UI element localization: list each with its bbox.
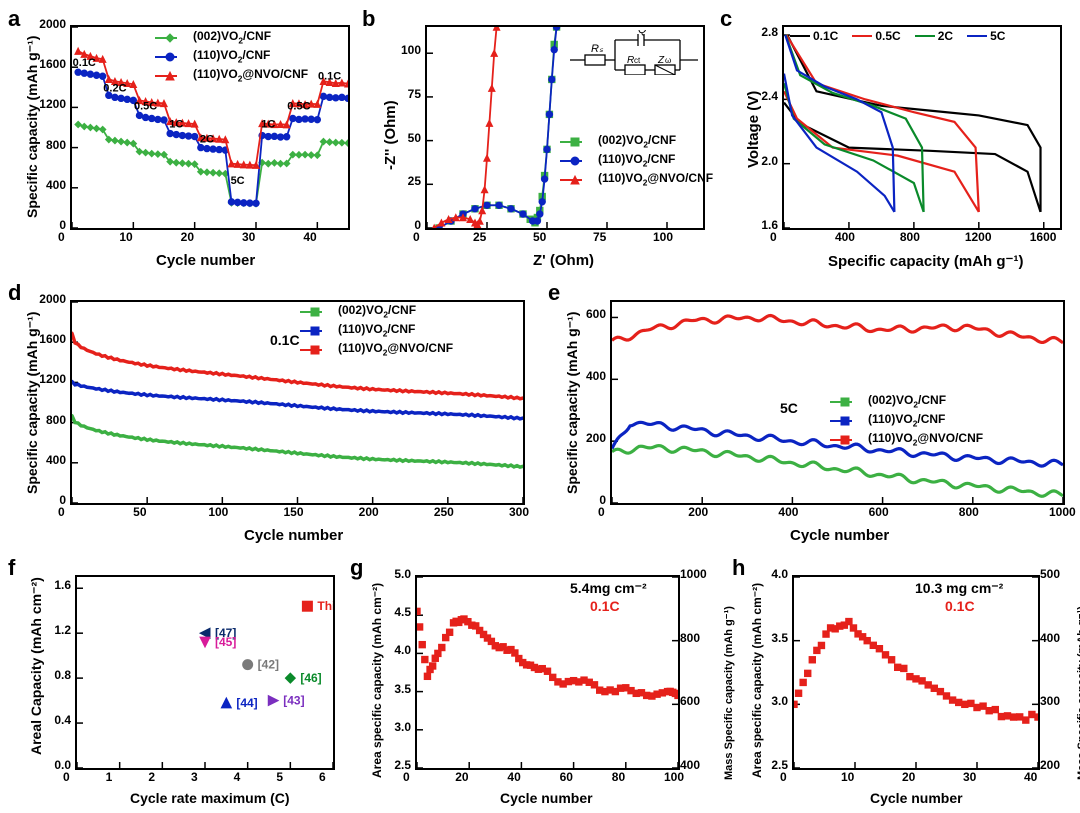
panel-d-note: 0.1C <box>270 332 300 348</box>
svg-text:Q: Q <box>638 30 647 36</box>
panel-a-legend: (002)VO2/CNF(110)VO2/CNF(110)VO2@NVO/CNF <box>155 28 308 85</box>
panel-e-ylabel: Specific capacity (mAh g⁻¹) <box>564 312 581 494</box>
panel-e-legend: (002)VO2/CNF(110)VO2/CNF(110)VO2@NVO/CNF <box>830 392 983 449</box>
panel-h-xlabel: Cycle number <box>870 790 963 806</box>
svg-text:1C: 1C <box>261 119 275 131</box>
panel-f-plot: This work[47][45][42][46][44][43] <box>77 577 333 768</box>
panel-e-note: 5C <box>780 400 798 416</box>
svg-text:0.1C: 0.1C <box>73 57 96 69</box>
svg-text:Rₛ: Rₛ <box>591 43 604 55</box>
panel-d-legend: (002)VO2/CNF(110)VO2/CNF(110)VO2@NVO/CNF <box>300 302 453 359</box>
panel-g-y2label: Mass Specific capacity (mAh g⁻¹) <box>722 606 735 780</box>
svg-text:0.2C: 0.2C <box>103 82 126 94</box>
panel-h-label: h <box>732 555 745 581</box>
panel-d-label: d <box>8 280 21 306</box>
panel-a-xlabel: Cycle number <box>156 252 255 269</box>
panel-b-legend: (002)VO2/CNF(110)VO2/CNF(110)VO2@NVO/CNF <box>560 132 713 189</box>
panel-c-plot <box>784 27 1060 228</box>
panel-g-xlabel: Cycle number <box>500 790 593 806</box>
panel-f-xlabel: Cycle rate maximum (C) <box>130 790 290 806</box>
panel-h-loading: 10.3 mg cm⁻² <box>915 580 1003 597</box>
circuit-icon: Rₛ Q Rct Zω <box>570 30 700 75</box>
panel-e-xlabel: Cycle number <box>790 527 889 544</box>
panel-g-rate: 0.1C <box>590 598 620 614</box>
panel-g-label: g <box>350 555 363 581</box>
panel-h-y2label: Mass Specific capacity (mAh g⁻¹) <box>1075 606 1080 780</box>
panel-g-plot <box>417 577 678 768</box>
svg-text:[44]: [44] <box>236 696 257 710</box>
svg-text:[43]: [43] <box>283 694 304 708</box>
panel-b-label: b <box>362 6 375 32</box>
panel-c-label: c <box>720 6 732 32</box>
panel-b-xlabel: Z' (Ohm) <box>533 252 594 269</box>
svg-text:Z: Z <box>657 55 665 66</box>
panel-h-plot <box>794 577 1038 768</box>
panel-c <box>782 25 1062 230</box>
panel-c-legend: 0.1C0.5C2C5C <box>790 28 1005 45</box>
svg-text:0.1C: 0.1C <box>318 70 341 82</box>
figure-root: a 0.1C 0.2C 0.5C 1C 2C 5C 1C 0.5C 0.1C Specific … <box>0 0 1080 813</box>
panel-h-rate: 0.1C <box>945 598 975 614</box>
panel-h-ylabel: Area specific capacity (mAh cm⁻²) <box>750 583 764 778</box>
svg-text:5C: 5C <box>231 175 245 187</box>
svg-text:2C: 2C <box>200 134 214 146</box>
svg-text:1C: 1C <box>169 119 183 131</box>
svg-text:This work: This work <box>317 599 333 613</box>
svg-text:ct: ct <box>634 56 641 65</box>
svg-text:ω: ω <box>665 56 671 65</box>
svg-text:[46]: [46] <box>300 671 321 685</box>
svg-text:[42]: [42] <box>258 658 279 672</box>
panel-f-label: f <box>8 555 15 581</box>
panel-d-xlabel: Cycle number <box>244 527 343 544</box>
panel-d <box>70 300 525 505</box>
panel-h <box>792 575 1040 770</box>
svg-text:0.5C: 0.5C <box>134 100 157 112</box>
panel-f-ylabel: Areal Capacity (mAh cm⁻²) <box>28 577 45 755</box>
panel-c-xlabel: Specific capacity (mAh g⁻¹) <box>828 252 1023 270</box>
svg-text:[45]: [45] <box>215 635 236 649</box>
panel-g <box>415 575 680 770</box>
panel-e-label: e <box>548 280 560 306</box>
panel-a-label: a <box>8 6 20 32</box>
panel-f: This work[47][45][42][46][44][43] <box>75 575 335 770</box>
svg-text:0.5C: 0.5C <box>287 100 310 112</box>
panel-g-loading: 5.4mg cm⁻² <box>570 580 647 597</box>
